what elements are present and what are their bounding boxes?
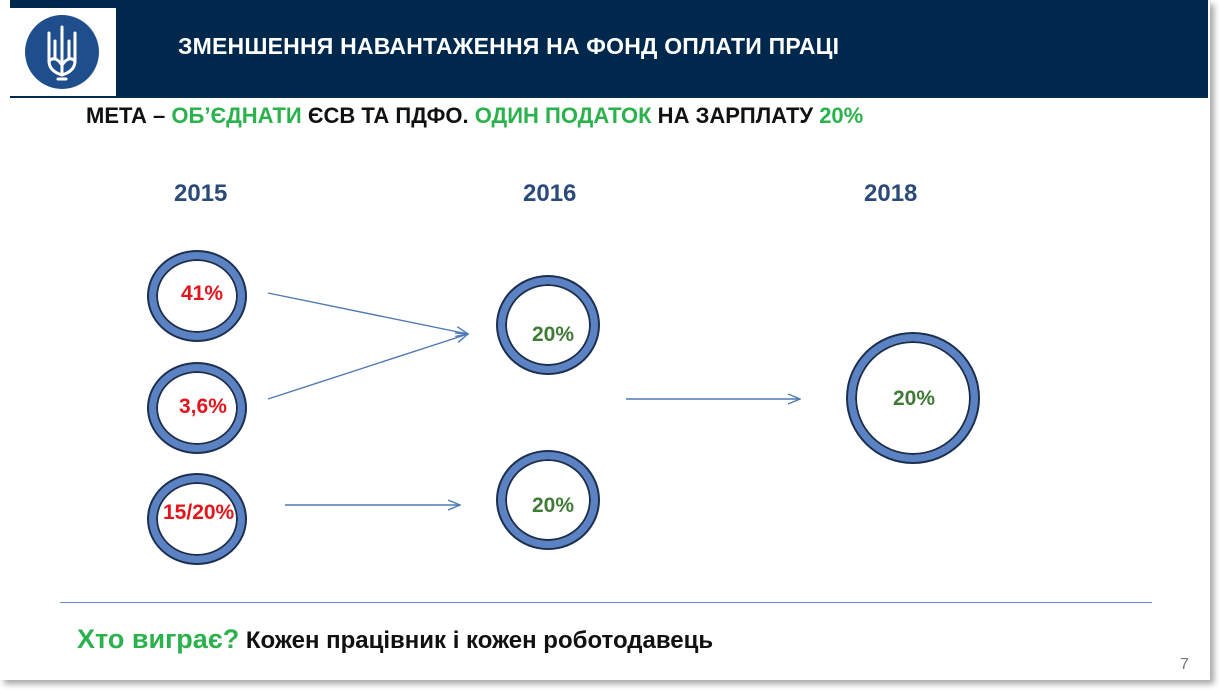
circle-2015-military (149, 364, 245, 452)
year-label-2016: 2016 (523, 180, 577, 207)
goal-text: МЕТА – (86, 103, 172, 128)
circle-value: 20% (532, 494, 575, 517)
arrow-2015-to-2016-top (267, 292, 468, 334)
goal-highlight: ОБ’ЄДНАТИ (171, 103, 302, 128)
circle-value: 20% (532, 323, 575, 346)
goal-text: ЄСВ ТА ПДФО. (301, 103, 475, 128)
slide: ЗМЕНШЕННЯ НАВАНТАЖЕННЯ НА ФОНД ОПЛАТИ ПР… (10, 0, 1208, 673)
circle-2016-pdfo (498, 452, 598, 548)
goal-highlight: 20% (819, 103, 864, 128)
footer-question: Хто виграє? (77, 624, 240, 654)
circle-2015-pdfo (149, 475, 245, 563)
year-label-2018: 2018 (864, 180, 918, 207)
circle-2016-combined (498, 277, 598, 373)
header-bar: ЗМЕНШЕННЯ НАВАНТАЖЕННЯ НА ФОНД ОПЛАТИ ПР… (10, 0, 1208, 98)
year-label-2015: 2015 (174, 180, 228, 207)
circle-2018-single-tax (848, 334, 978, 462)
circle-value: 3,6% (179, 395, 227, 418)
divider (60, 602, 1152, 603)
goal-highlight: ОДИН ПОДАТОК (474, 103, 652, 128)
circle-value: 20% (893, 387, 936, 410)
circle-2015-esv (149, 252, 245, 340)
logo (10, 8, 116, 96)
trident-emblem-icon (25, 15, 99, 89)
circle-value: 41% (181, 282, 224, 305)
page-title: ЗМЕНШЕННЯ НАВАНТАЖЕННЯ НА ФОНД ОПЛАТИ ПР… (178, 33, 840, 59)
circle-value: 15/20% (163, 501, 235, 524)
goal-text: НА ЗАРПЛАТУ (651, 103, 820, 128)
arrow-2015-to-2016-top (267, 334, 468, 400)
footer-answer: Кожен працівник і кожен роботодавець (239, 627, 714, 654)
footer-statement: Хто виграє? Кожен працівник і кожен робо… (77, 624, 713, 655)
goal-statement: МЕТА – ОБ’ЄДНАТИ ЄСВ ТА ПДФО. ОДИН ПОДАТ… (86, 103, 863, 129)
page-number: 7 (1180, 656, 1189, 673)
